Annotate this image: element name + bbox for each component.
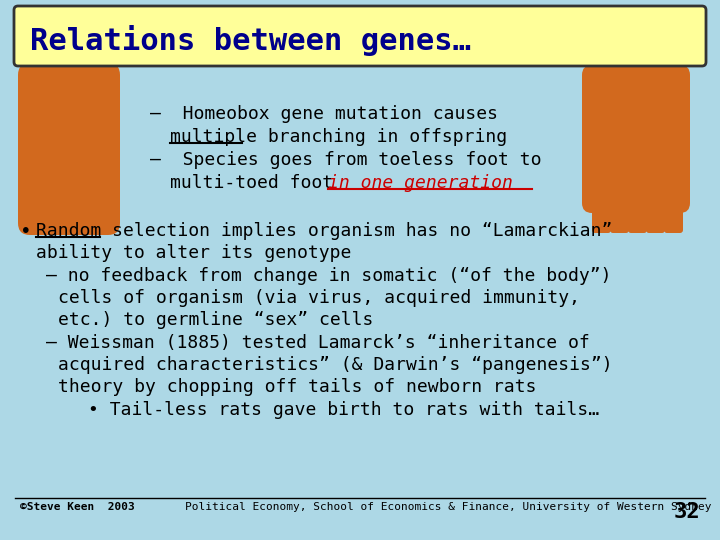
Text: • Tail-less rats gave birth to rats with tails…: • Tail-less rats gave birth to rats with… bbox=[88, 401, 599, 419]
Text: –  Homeobox gene mutation causes: – Homeobox gene mutation causes bbox=[150, 105, 498, 123]
Text: •: • bbox=[20, 222, 32, 241]
Text: multi-toed foot: multi-toed foot bbox=[170, 174, 344, 192]
Text: theory by chopping off tails of newborn rats: theory by chopping off tails of newborn … bbox=[58, 378, 536, 396]
FancyBboxPatch shape bbox=[664, 187, 683, 233]
FancyBboxPatch shape bbox=[628, 187, 647, 233]
Text: Relations between genes…: Relations between genes… bbox=[30, 24, 471, 56]
Text: etc.) to germline “sex” cells: etc.) to germline “sex” cells bbox=[58, 311, 374, 329]
FancyBboxPatch shape bbox=[610, 187, 629, 233]
FancyBboxPatch shape bbox=[592, 187, 611, 233]
Text: ability to alter its genotype: ability to alter its genotype bbox=[36, 244, 351, 262]
Text: –  Species goes from toeless foot to: – Species goes from toeless foot to bbox=[150, 151, 541, 169]
FancyBboxPatch shape bbox=[582, 65, 690, 213]
FancyBboxPatch shape bbox=[14, 6, 706, 66]
Text: Political Economy, School of Economics & Finance, University of Western Sydney: Political Economy, School of Economics &… bbox=[185, 502, 711, 512]
Text: ©Steve Keen  2003: ©Steve Keen 2003 bbox=[20, 502, 135, 512]
FancyBboxPatch shape bbox=[646, 187, 665, 233]
Text: multiple branching in offspring: multiple branching in offspring bbox=[170, 128, 507, 146]
Text: Random selection implies organism has no “Lamarckian”: Random selection implies organism has no… bbox=[36, 222, 613, 240]
Text: cells of organism (via virus, acquired immunity,: cells of organism (via virus, acquired i… bbox=[58, 289, 580, 307]
Text: – Weissman (1885) tested Lamarck’s “inheritance of: – Weissman (1885) tested Lamarck’s “inhe… bbox=[46, 334, 590, 352]
Text: – no feedback from change in somatic (“of the body”): – no feedback from change in somatic (“o… bbox=[46, 267, 611, 285]
FancyBboxPatch shape bbox=[18, 63, 120, 235]
Text: in one generation: in one generation bbox=[328, 174, 513, 192]
Text: 32: 32 bbox=[673, 502, 700, 522]
Text: acquired characteristics” (& Darwin’s “pangenesis”): acquired characteristics” (& Darwin’s “p… bbox=[58, 356, 613, 374]
